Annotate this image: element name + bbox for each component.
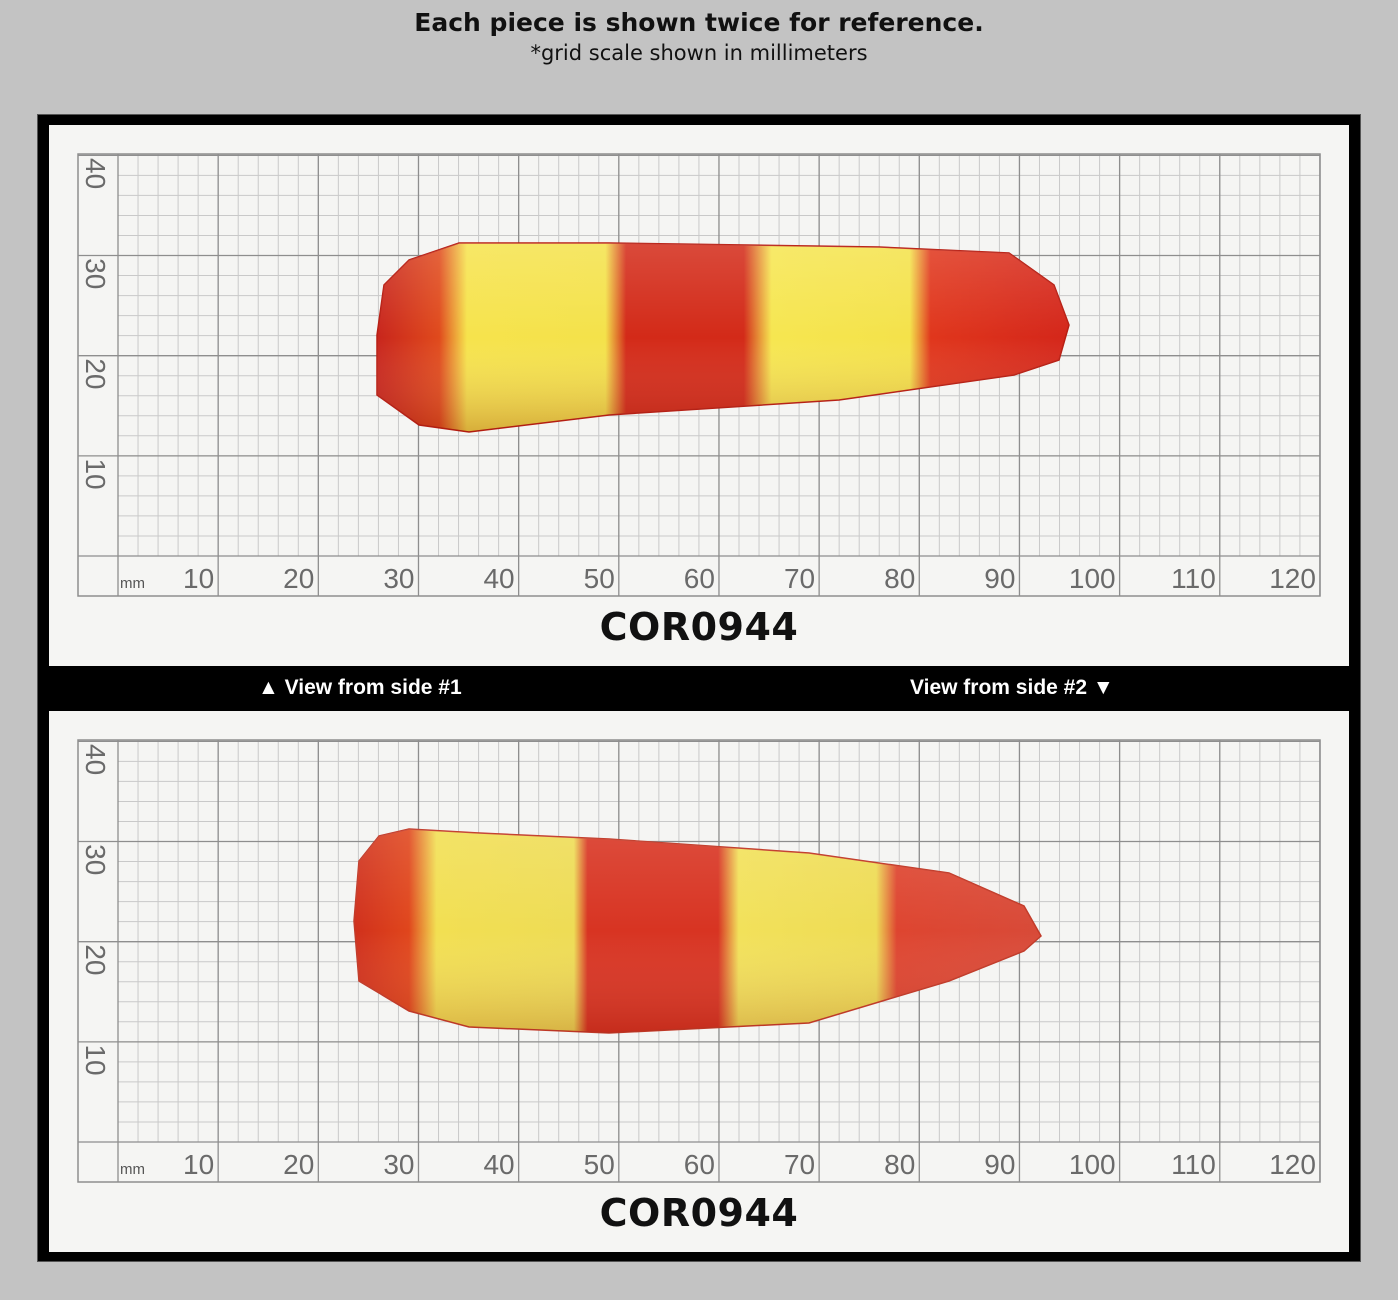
x-tick-label: 110 <box>1171 1149 1216 1180</box>
unit-label: mm <box>120 575 145 592</box>
x-tick-label: 80 <box>884 1149 915 1180</box>
x-tick-label: 70 <box>784 1149 815 1180</box>
x-tick-label: 120 <box>1269 563 1316 594</box>
unit-label: mm <box>120 1161 145 1178</box>
side-2-label: View from side #2 ▼ <box>910 676 1114 699</box>
x-tick-label: 40 <box>483 1149 514 1180</box>
page-header: Each piece is shown twice for reference.… <box>0 6 1398 66</box>
y-tick-label: 30 <box>80 844 111 875</box>
x-tick-label: 30 <box>383 1149 414 1180</box>
page-subtitle: *grid scale shown in millimeters <box>530 41 868 65</box>
x-tick-label: 120 <box>1269 1149 1316 1180</box>
x-tick-label: 60 <box>684 563 715 594</box>
photo-panel-side-1: mm 10 20 30 40 50 60 70 80 90 100 110 120 40 30 20 10 CO… <box>49 125 1349 666</box>
piece-code-side-2: COR0944 <box>599 1191 799 1235</box>
y-tick-label: 10 <box>80 458 111 489</box>
x-tick-label: 50 <box>584 1149 615 1180</box>
y-tick-label: 10 <box>80 1044 111 1075</box>
x-tick-label: 90 <box>984 1149 1015 1180</box>
y-tick-label: 30 <box>80 258 111 289</box>
x-tick-label: 10 <box>183 1149 214 1180</box>
x-tick-label: 60 <box>684 1149 715 1180</box>
x-tick-label: 100 <box>1069 563 1116 594</box>
x-tick-label: 50 <box>584 563 615 594</box>
x-tick-label: 80 <box>884 563 915 594</box>
y-tick-label: 20 <box>80 358 111 389</box>
y-tick-label: 40 <box>80 158 111 189</box>
x-tick-label: 40 <box>483 563 514 594</box>
page-title: Each piece is shown twice for reference. <box>414 8 984 37</box>
x-tick-label: 90 <box>984 563 1015 594</box>
side-1-label: ▲ View from side #1 <box>258 676 462 699</box>
x-tick-label: 20 <box>283 1149 314 1180</box>
x-tick-label: 30 <box>383 563 414 594</box>
x-axis-labels: mm 10 20 30 40 50 60 70 80 90 100 110 120 40 30 20 10 <box>80 744 1316 1180</box>
grid-photo-side-2: mm 10 20 30 40 50 60 70 80 90 100 110 120 40 30 20 10 <box>77 739 1321 1183</box>
x-tick-label: 100 <box>1069 1149 1116 1180</box>
piece-code-side-1: COR0944 <box>599 605 799 649</box>
x-tick-label: 70 <box>784 563 815 594</box>
x-axis-labels: mm 10 20 30 40 50 60 70 80 90 100 110 120 40 30 20 10 <box>80 158 1316 594</box>
y-tick-label: 20 <box>80 944 111 975</box>
major-grid: mm 10 20 30 40 50 60 70 80 90 100 110 120 40 30 20 10 <box>77 739 1321 1183</box>
photo-panel-side-2: mm 10 20 30 40 50 60 70 80 90 100 110 120 40 30 20 10 CO… <box>49 711 1349 1252</box>
x-tick-label: 110 <box>1171 563 1216 594</box>
x-tick-label: 10 <box>183 563 214 594</box>
grid-photo-side-1: mm 10 20 30 40 50 60 70 80 90 100 110 120 40 30 20 10 <box>77 153 1321 597</box>
y-tick-label: 40 <box>80 744 111 775</box>
x-tick-label: 20 <box>283 563 314 594</box>
